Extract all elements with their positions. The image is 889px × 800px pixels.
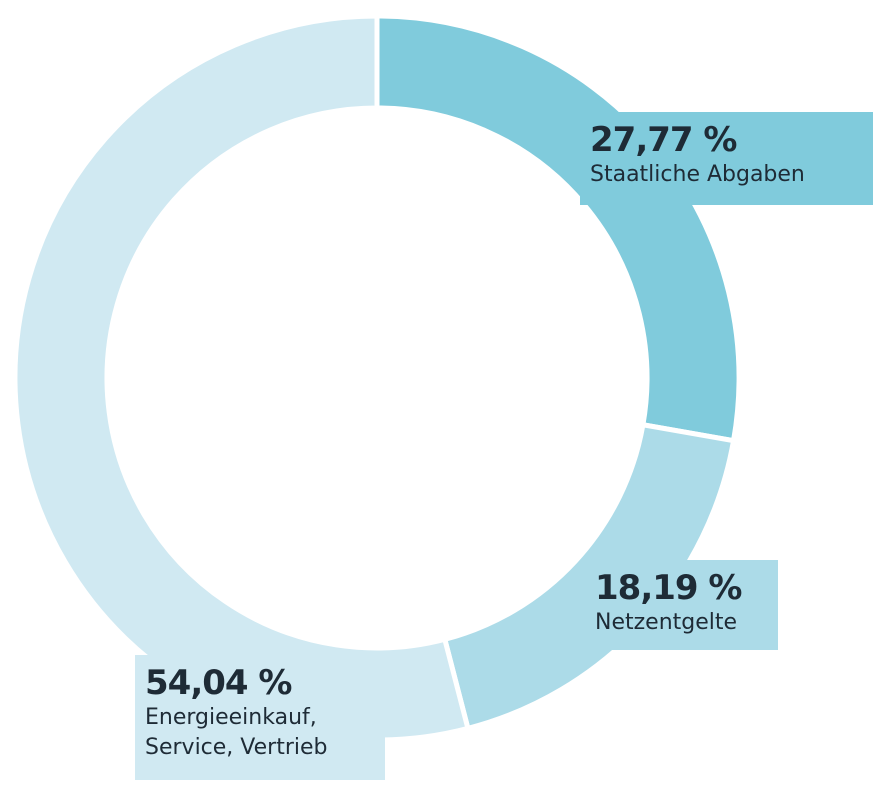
segment-label: 54,04 % Energieeinkauf, Service, Vertrieb xyxy=(135,655,385,780)
value-label: 18,19 % xyxy=(595,568,742,608)
segment-label: 18,19 % Netzentgelte xyxy=(585,560,778,650)
segment-label: 27,77 % Staatliche Abgaben xyxy=(580,112,873,205)
category-label: Energieeinkauf, Service, Vertrieb xyxy=(145,705,328,760)
category-label: Netzentgelte xyxy=(595,610,738,635)
value-label: 27,77 % xyxy=(590,120,737,160)
donut-segment xyxy=(12,13,471,743)
category-label: Staatliche Abgaben xyxy=(590,162,805,187)
value-label: 54,04 % xyxy=(145,663,292,703)
donut-segment xyxy=(374,13,742,444)
